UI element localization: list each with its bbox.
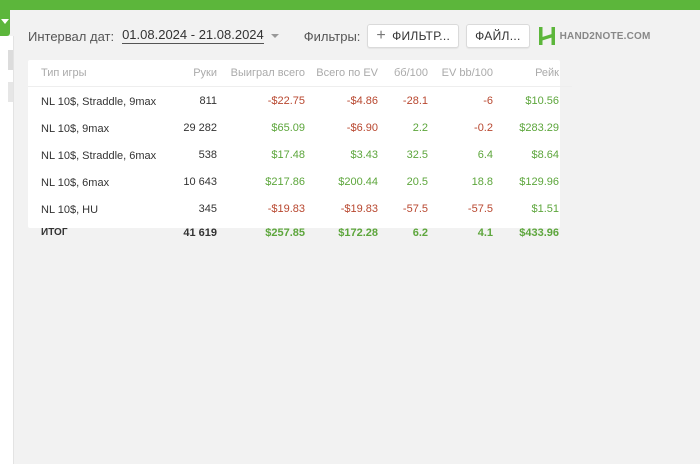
total-ev-bb100-cell: 4.1	[477, 226, 493, 239]
ev-bb100-cell: -6	[483, 94, 493, 107]
files-button[interactable]: ФАЙЛ...	[466, 24, 530, 48]
game-type-cell: NL 10$, Straddle, 9max	[41, 96, 157, 108]
hands-cell: 811	[199, 94, 217, 107]
won-total-cell: $217.86	[265, 175, 305, 188]
total-rake-cell: $433.96	[519, 226, 559, 239]
column-header-ev-bb100[interactable]: EV bb/100	[428, 60, 493, 87]
column-header-rake[interactable]: Рейк	[493, 60, 572, 87]
ev-total-cell: -$6.90	[346, 121, 378, 134]
top-accent-bar	[0, 0, 700, 10]
ev-total-cell: $3.43	[350, 148, 378, 161]
hands-cell: 29 282	[183, 121, 217, 134]
ev-total-cell: -$4.86	[346, 94, 378, 107]
column-header-bb100[interactable]: бб/100	[378, 60, 428, 87]
sidebar-handle[interactable]	[8, 50, 13, 70]
total-hands-cell: 41 619	[183, 226, 217, 239]
hand2note-logo-text: HAND2NOTE.COM	[559, 30, 651, 42]
total-won-cell: $257.85	[265, 226, 305, 239]
game-type-cell: NL 10$, Straddle, 6max	[41, 150, 157, 162]
filter-bar: Интервал дат: 01.08.2024 - 21.08.2024 Фи…	[28, 24, 651, 48]
ev-bb100-cell: 6.4	[477, 148, 493, 161]
table-row[interactable]: NL 10$, Straddle, 6max 538 $17.48 $3.43 …	[28, 141, 572, 168]
won-total-cell: $65.09	[271, 121, 305, 134]
bb100-cell: -57.5	[402, 202, 428, 215]
rake-cell: $10.56	[525, 94, 559, 107]
menu-toggle[interactable]	[0, 10, 10, 36]
stats-table: Тип игры Руки Выиграл всего Всего по EV …	[28, 60, 572, 243]
table-total-row: ИТОГ 41 619 $257.85 $172.28 6.2 4.1 $433…	[28, 222, 572, 243]
chevron-down-icon[interactable]	[270, 34, 279, 38]
chevron-down-icon	[1, 19, 9, 24]
hands-cell: 10 643	[183, 175, 217, 188]
hands-cell: 345	[198, 202, 217, 215]
bb100-cell: 2.2	[412, 121, 428, 134]
bb100-cell: -28.1	[402, 94, 428, 107]
hand2note-logo-icon	[538, 27, 555, 45]
table-row[interactable]: NL 10$, 9max 29 282 $65.09 -$6.90 2.2 -0…	[28, 114, 572, 141]
ev-total-cell: $200.44	[338, 175, 378, 188]
bb100-cell: 20.5	[406, 175, 428, 188]
ev-total-cell: -$19.83	[340, 202, 378, 215]
rake-cell: $1.51	[531, 202, 559, 215]
column-header-won-total[interactable]: Выиграл всего	[217, 60, 305, 87]
game-type-cell: NL 10$, HU	[41, 204, 99, 216]
total-ev-cell: $172.28	[338, 226, 378, 239]
date-interval-label: Интервал дат:	[28, 28, 115, 44]
column-header-hands[interactable]: Руки	[169, 60, 217, 87]
hand2note-logo: HAND2NOTE.COM	[538, 26, 651, 46]
total-bb100-cell: 6.2	[412, 226, 428, 239]
plus-icon: +	[376, 27, 387, 44]
left-sidebar	[0, 36, 14, 464]
rake-cell: $129.96	[519, 175, 559, 188]
ev-bb100-cell: -57.5	[467, 202, 493, 215]
hands-cell: 538	[198, 148, 217, 161]
filters-label: Фильтры:	[303, 28, 361, 44]
sidebar-handle-secondary[interactable]	[8, 82, 13, 102]
date-range-picker[interactable]: 01.08.2024 - 21.08.2024	[122, 27, 264, 44]
game-type-cell: NL 10$, 6max	[41, 177, 110, 189]
stats-panel: Тип игры Руки Выиграл всего Всего по EV …	[28, 60, 572, 239]
column-header-game-type[interactable]: Тип игры	[28, 60, 169, 87]
bb100-cell: 32.5	[406, 148, 428, 161]
rake-cell: $283.29	[519, 121, 559, 134]
game-type-cell: NL 10$, 9max	[41, 123, 110, 135]
won-total-cell: -$22.75	[267, 94, 305, 107]
add-filter-button-label: ФИЛЬТР...	[392, 29, 451, 43]
ev-bb100-cell: 18.8	[471, 175, 493, 188]
table-row[interactable]: NL 10$, Straddle, 9max 811 -$22.75 -$4.8…	[28, 87, 572, 115]
files-button-label: ФАЙЛ...	[475, 29, 521, 43]
column-header-ev-total[interactable]: Всего по EV	[305, 60, 378, 87]
won-total-cell: $17.48	[271, 148, 305, 161]
table-row[interactable]: NL 10$, 6max 10 643 $217.86 $200.44 20.5…	[28, 168, 572, 195]
won-total-cell: -$19.83	[267, 202, 305, 215]
rake-cell: $8.64	[531, 148, 559, 161]
table-row[interactable]: NL 10$, HU 345 -$19.83 -$19.83 -57.5 -57…	[28, 195, 572, 222]
total-label-cell: ИТОГ	[41, 227, 68, 238]
ev-bb100-cell: -0.2	[474, 121, 493, 134]
table-header-row: Тип игры Руки Выиграл всего Всего по EV …	[28, 60, 572, 87]
add-filter-button[interactable]: + ФИЛЬТР...	[367, 24, 460, 48]
